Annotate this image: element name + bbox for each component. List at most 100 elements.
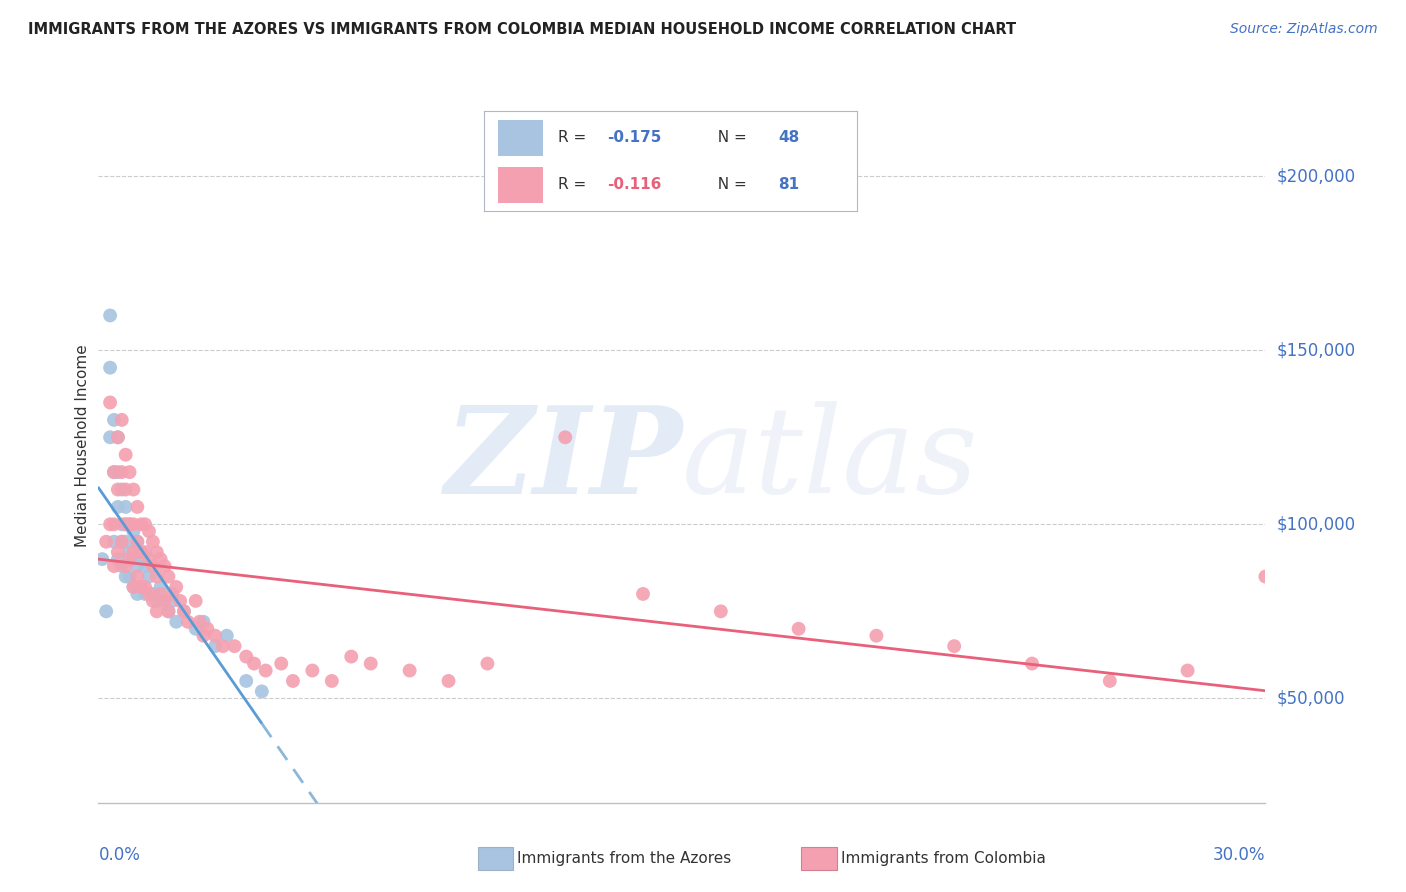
Point (195, 622, 218, 636)
Point (98, 517, 121, 532)
Point (193, 615, 215, 629)
Point (146, 594, 169, 608)
Point (118, 545, 141, 559)
Point (157, 604, 180, 618)
Point (177, 615, 200, 629)
Point (184, 622, 207, 636)
Point (103, 534, 125, 549)
Point (215, 629, 238, 643)
Point (103, 559, 125, 574)
Point (122, 552, 145, 566)
Y-axis label: Median Household Income: Median Household Income (75, 344, 90, 548)
Point (142, 534, 165, 549)
Point (157, 604, 180, 618)
Text: $150,000: $150,000 (1277, 342, 1355, 359)
Point (165, 615, 187, 629)
Point (114, 517, 136, 532)
Point (96, 534, 118, 549)
Point (118, 517, 141, 532)
Point (184, 594, 207, 608)
Point (98, 395, 121, 409)
Point (134, 587, 156, 601)
Point (138, 524, 160, 539)
Point (111, 517, 134, 532)
Text: $100,000: $100,000 (1277, 516, 1355, 533)
Text: 0.0%: 0.0% (98, 846, 141, 863)
Point (127, 587, 149, 601)
Point (114, 500, 136, 514)
Point (111, 534, 134, 549)
Point (787, 622, 810, 636)
Point (118, 552, 141, 566)
Point (103, 465, 125, 479)
Point (153, 559, 176, 574)
Point (103, 413, 125, 427)
Point (118, 569, 141, 583)
Point (631, 587, 654, 601)
Point (122, 545, 145, 559)
Text: Immigrants from Colombia: Immigrants from Colombia (841, 852, 1046, 866)
Point (153, 594, 176, 608)
Point (103, 517, 125, 532)
Point (107, 430, 129, 444)
Point (118, 465, 141, 479)
Point (122, 580, 145, 594)
Point (270, 657, 292, 671)
Point (98, 430, 121, 444)
Point (127, 559, 149, 574)
Point (193, 629, 215, 643)
Point (224, 639, 246, 653)
Text: Immigrants from the Azores: Immigrants from the Azores (517, 852, 731, 866)
Point (114, 517, 136, 532)
Point (235, 649, 257, 664)
Point (146, 545, 169, 559)
Point (142, 587, 165, 601)
Point (134, 545, 156, 559)
Point (107, 552, 129, 566)
Point (398, 664, 420, 678)
Point (111, 483, 134, 497)
Point (173, 604, 195, 618)
Point (111, 413, 134, 427)
Point (138, 552, 160, 566)
Text: ZIP: ZIP (444, 401, 682, 519)
Point (96, 604, 118, 618)
Point (554, 430, 576, 444)
Point (169, 594, 191, 608)
Point (98, 309, 121, 323)
Point (107, 500, 129, 514)
Point (157, 569, 180, 583)
Point (127, 534, 149, 549)
Point (146, 569, 169, 583)
Point (212, 639, 235, 653)
Point (1098, 673, 1121, 688)
Point (118, 517, 141, 532)
Point (340, 649, 363, 664)
Point (149, 587, 172, 601)
Point (129, 552, 152, 566)
Point (107, 430, 129, 444)
Point (122, 524, 145, 539)
Point (129, 545, 152, 559)
Point (138, 587, 160, 601)
Point (142, 594, 165, 608)
Point (477, 657, 499, 671)
Point (111, 559, 134, 574)
Point (107, 545, 129, 559)
Point (114, 559, 136, 574)
Text: $200,000: $200,000 (1277, 167, 1355, 186)
Point (138, 569, 160, 583)
Point (129, 517, 152, 532)
Point (114, 448, 136, 462)
Point (111, 465, 134, 479)
Point (173, 604, 195, 618)
Text: atlas: atlas (682, 401, 979, 519)
Point (134, 517, 156, 532)
Point (1254, 569, 1277, 583)
Text: $50,000: $50,000 (1277, 690, 1346, 707)
Point (91, 552, 114, 566)
Point (134, 580, 156, 594)
Point (134, 559, 156, 574)
Point (254, 664, 277, 678)
Point (129, 580, 152, 594)
